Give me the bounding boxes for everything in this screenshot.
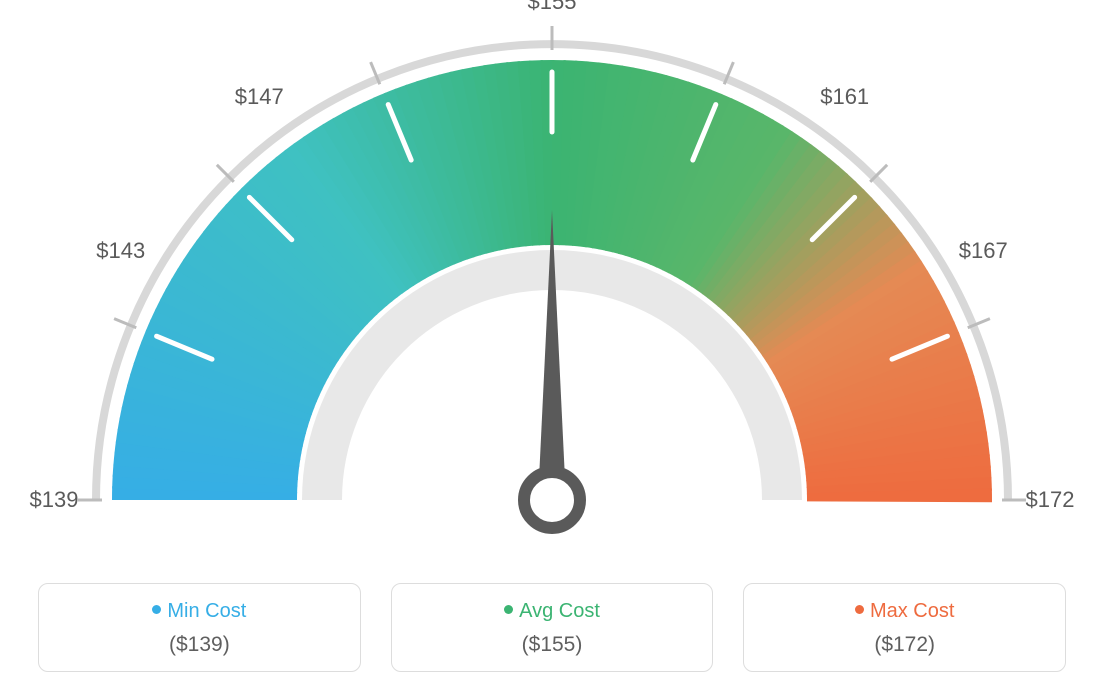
gauge-tick-label: $161 (820, 84, 869, 110)
gauge-svg (0, 0, 1104, 560)
max-cost-card: Max Cost ($172) (743, 583, 1066, 672)
avg-dot-icon (504, 605, 513, 614)
min-cost-value: ($139) (49, 633, 350, 657)
gauge-tick-label: $139 (30, 487, 79, 513)
avg-cost-title: Avg Cost (402, 600, 703, 623)
gauge-chart: $139 $143 $147 $155 $161 $167 $172 (0, 0, 1104, 560)
gauge-tick-label: $147 (235, 84, 284, 110)
gauge-tick-label: $155 (528, 0, 577, 15)
avg-cost-label: Avg Cost (519, 600, 600, 622)
max-cost-value: ($172) (754, 633, 1055, 657)
max-cost-label: Max Cost (870, 600, 954, 622)
min-cost-title: Min Cost (49, 600, 350, 623)
gauge-tick-label: $172 (1026, 487, 1075, 513)
legend-cards: Min Cost ($139) Avg Cost ($155) Max Cost… (0, 583, 1104, 672)
avg-cost-value: ($155) (402, 633, 703, 657)
avg-cost-card: Avg Cost ($155) (391, 583, 714, 672)
gauge-tick-label: $143 (96, 238, 145, 264)
max-dot-icon (855, 605, 864, 614)
min-cost-card: Min Cost ($139) (38, 583, 361, 672)
min-dot-icon (152, 605, 161, 614)
min-cost-label: Min Cost (167, 600, 246, 622)
gauge-tick-label: $167 (959, 238, 1008, 264)
max-cost-title: Max Cost (754, 600, 1055, 623)
